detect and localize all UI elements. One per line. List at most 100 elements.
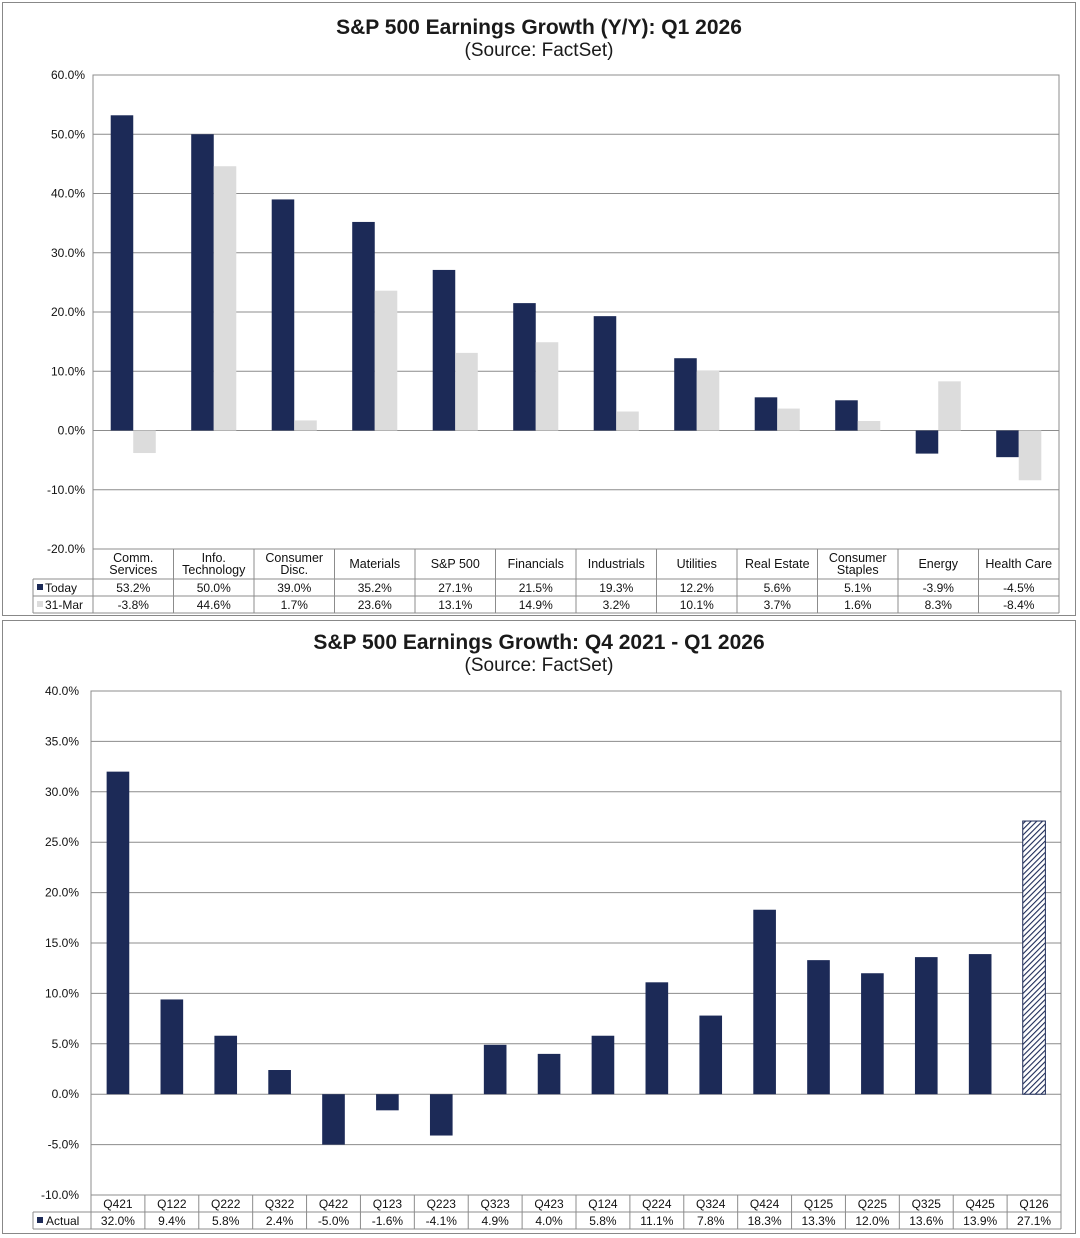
bar-actual	[861, 973, 884, 1095]
bar-31-mar	[133, 430, 156, 454]
y-tick-label: -10.0%	[41, 1188, 79, 1202]
category-label: Q123	[373, 1197, 403, 1211]
bar-actual	[376, 1094, 399, 1111]
bar-today	[352, 221, 375, 431]
bar-31-mar	[535, 342, 559, 431]
bar-31-mar	[213, 166, 237, 431]
bar-31-mar	[777, 408, 800, 431]
data-label: 12.0%	[855, 1214, 889, 1228]
bar-31-mar	[696, 370, 720, 431]
data-label: 27.1%	[1017, 1214, 1051, 1228]
category-label: Q325	[912, 1197, 942, 1211]
bar-actual	[699, 1015, 723, 1095]
data-label: 3.2%	[603, 598, 631, 612]
data-label: 2.4%	[266, 1214, 294, 1228]
bar-31-mar	[857, 421, 881, 431]
bar-31-mar	[294, 420, 317, 431]
data-label: -8.4%	[1003, 598, 1035, 612]
bar-today	[674, 358, 697, 431]
bar-actual	[483, 1044, 507, 1095]
category-label: Staples	[837, 563, 879, 577]
data-label: -3.9%	[923, 581, 955, 595]
category-label: Q323	[480, 1197, 510, 1211]
data-label: -1.6%	[372, 1214, 404, 1228]
category-label: Q224	[642, 1197, 672, 1211]
bar-actual-estimate	[1022, 820, 1046, 1095]
data-label: 1.6%	[844, 598, 872, 612]
bar-today	[513, 303, 536, 431]
category-label: Q225	[858, 1197, 888, 1211]
legend-label: 31-Mar	[45, 598, 83, 612]
category-label: Energy	[918, 557, 958, 571]
category-label: Q125	[804, 1197, 834, 1211]
y-tick-label: 5.0%	[52, 1037, 80, 1051]
y-tick-label: 35.0%	[45, 734, 79, 748]
y-tick-label: 60.0%	[51, 68, 85, 82]
category-label: Disc.	[280, 563, 308, 577]
category-label: Q126	[1019, 1197, 1049, 1211]
data-label: 32.0%	[101, 1214, 135, 1228]
data-label: 4.0%	[535, 1214, 563, 1228]
data-label: 3.7%	[764, 598, 792, 612]
bar-actual	[429, 1094, 453, 1136]
category-label: Materials	[349, 557, 400, 571]
bar-actual	[914, 957, 938, 1095]
y-tick-label: -10.0%	[47, 483, 85, 497]
data-label: 4.9%	[481, 1214, 509, 1228]
data-label: 39.0%	[277, 581, 311, 595]
data-label: 21.5%	[519, 581, 553, 595]
bar-actual	[537, 1053, 561, 1095]
data-label: -5.0%	[318, 1214, 350, 1228]
category-label: Consumer	[265, 551, 323, 565]
data-label: 5.1%	[844, 581, 872, 595]
data-label: 5.8%	[589, 1214, 617, 1228]
category-label: Consumer	[829, 551, 887, 565]
data-label: 13.6%	[909, 1214, 943, 1228]
category-label: Q322	[265, 1197, 295, 1211]
bar-actual	[322, 1094, 345, 1145]
legend-key	[37, 601, 43, 607]
data-label: 11.1%	[640, 1214, 673, 1228]
data-label: 53.2%	[116, 581, 150, 595]
bar-today	[110, 115, 134, 431]
y-tick-label: -5.0%	[48, 1138, 80, 1152]
category-label: Q124	[588, 1197, 618, 1211]
category-label: Q222	[211, 1197, 241, 1211]
y-tick-label: 10.0%	[45, 986, 79, 1000]
bar-today	[996, 430, 1019, 458]
bar-actual	[753, 909, 776, 1095]
legend-key	[37, 584, 43, 590]
category-label: Health Care	[985, 557, 1052, 571]
bar-actual	[106, 771, 130, 1095]
y-tick-label: 50.0%	[51, 127, 85, 141]
legend-key	[37, 1217, 43, 1223]
data-label: 5.6%	[764, 581, 792, 595]
bar-actual	[645, 982, 669, 1095]
category-label: Q425	[965, 1197, 995, 1211]
bar-today	[271, 199, 295, 431]
data-label: 18.3%	[748, 1214, 782, 1228]
data-label: 19.3%	[599, 581, 633, 595]
bar-actual	[807, 960, 830, 1095]
category-label: Q324	[696, 1197, 726, 1211]
bar-actual	[968, 954, 992, 1095]
category-label: S&P 500	[431, 557, 480, 571]
quarterly-growth-chart: 40.0% 35.0% 30.0% 25.0% 20.0% 15.0% 10.0% 5.0% 0…	[32, 684, 1062, 1230]
legend-label: Actual	[46, 1214, 79, 1228]
data-label: 27.1%	[438, 581, 472, 595]
bar-today	[191, 134, 214, 431]
y-tick-label: 25.0%	[45, 835, 79, 849]
legend-label: Today	[45, 581, 77, 595]
data-label: 8.3%	[925, 598, 953, 612]
data-label: 1.7%	[281, 598, 309, 612]
category-label: Q422	[319, 1197, 349, 1211]
category-label: Industrials	[588, 557, 645, 571]
bar-today	[835, 400, 858, 431]
bar-today	[915, 430, 939, 454]
bar-31-mar	[616, 411, 639, 431]
bar-today	[432, 269, 456, 431]
category-label: Services	[109, 563, 157, 577]
y-tick-label: 20.0%	[51, 305, 85, 319]
bar-actual	[268, 1070, 291, 1095]
data-label: 10.1%	[680, 598, 714, 612]
